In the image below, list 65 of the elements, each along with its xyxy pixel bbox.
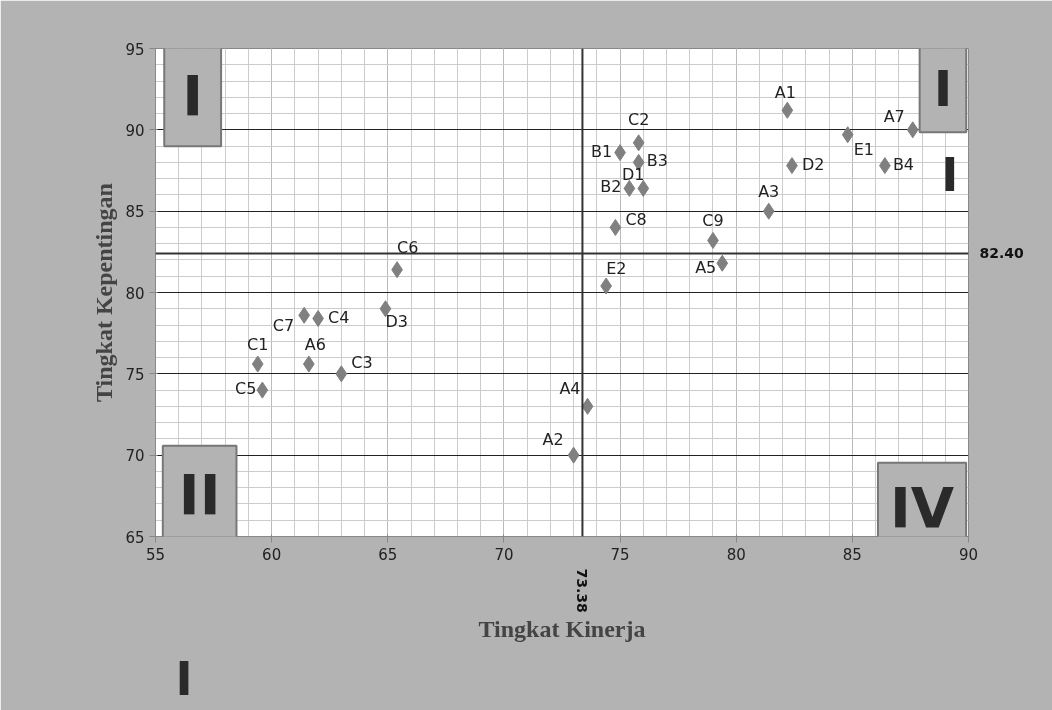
point xyxy=(632,134,645,152)
annotation: I xyxy=(933,60,953,119)
data-label: A2 xyxy=(542,430,564,450)
text: I xyxy=(175,651,193,706)
y-tick-label: 65 xyxy=(125,528,145,547)
data-label: B2 xyxy=(600,177,622,197)
x-tick-label: 60 xyxy=(262,545,282,564)
annotation: I xyxy=(182,63,204,129)
point xyxy=(716,254,729,272)
data-label: C6 xyxy=(397,237,419,257)
point xyxy=(906,121,919,139)
data-label: B4 xyxy=(892,154,915,174)
y-tick-label: 95 xyxy=(125,40,145,59)
data-label: A5 xyxy=(695,258,717,278)
data-label: C8 xyxy=(625,210,647,230)
data-label: A3 xyxy=(758,182,780,202)
point xyxy=(581,397,594,415)
data-label: A7 xyxy=(883,106,905,126)
ref-line-label: 82.40 xyxy=(979,245,1025,262)
ref-line-label: 73.38 xyxy=(574,568,591,613)
annotation: I xyxy=(941,148,959,203)
point xyxy=(302,355,315,373)
data-label: E2 xyxy=(606,258,627,278)
data-label: A1 xyxy=(774,83,796,103)
x-tick-label: 90 xyxy=(958,545,979,564)
point xyxy=(335,365,348,383)
data-label: D1 xyxy=(622,165,645,185)
point xyxy=(609,218,622,236)
y-axis-title: Tingkat Kepentingan xyxy=(91,183,118,402)
x-tick-label: 85 xyxy=(842,545,862,564)
data-label: C3 xyxy=(351,352,373,372)
data-label: D3 xyxy=(385,311,408,331)
y-tick-label: 90 xyxy=(125,121,145,140)
y-tick-label: 75 xyxy=(125,365,145,384)
y-tick-label: 80 xyxy=(125,284,145,303)
x-tick-label: 80 xyxy=(726,545,746,564)
data-label: C1 xyxy=(247,335,269,355)
data-label: C7 xyxy=(272,316,295,336)
annotation: IV xyxy=(889,474,955,540)
point xyxy=(637,179,650,197)
data-label: C5 xyxy=(235,379,257,399)
data-label: D2 xyxy=(801,154,825,174)
data-label: A6 xyxy=(304,335,326,355)
point xyxy=(256,381,269,399)
x-tick-label: 75 xyxy=(610,545,630,564)
data-label: C4 xyxy=(328,307,350,327)
point xyxy=(567,446,580,464)
point xyxy=(251,355,264,373)
y-tick-label: 85 xyxy=(125,203,145,222)
point xyxy=(781,101,794,119)
data-label: E1 xyxy=(853,139,875,159)
y-tick-label: 70 xyxy=(125,447,145,466)
data-label: C2 xyxy=(627,109,650,129)
data-label: C9 xyxy=(702,211,724,231)
data-label: B3 xyxy=(646,151,668,171)
point xyxy=(841,126,854,144)
point xyxy=(623,179,636,197)
x-tick-label: 70 xyxy=(494,545,514,564)
data-label: A4 xyxy=(559,379,581,399)
x-axis-title: Tingkat Kinerja xyxy=(478,615,646,642)
annotation: II xyxy=(178,461,221,527)
x-tick-label: 55 xyxy=(145,545,166,564)
point xyxy=(762,202,775,220)
x-tick-label: 65 xyxy=(378,545,398,564)
data-label: B1 xyxy=(590,141,613,161)
